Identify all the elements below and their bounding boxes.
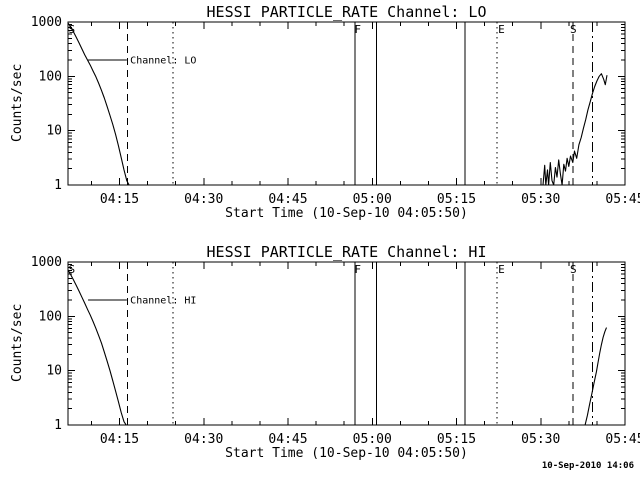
panel-hi-title: HESSI PARTICLE_RATE Channel: HI	[206, 243, 487, 261]
y-tick-label: 100	[39, 309, 62, 324]
flag-label: S	[570, 263, 577, 276]
flag-label: E	[498, 23, 505, 36]
x-tick-label: 05:15	[437, 192, 476, 207]
legend-label: Channel: HI	[130, 295, 196, 306]
creation-timestamp: 10-Sep-2010 14:06	[541, 461, 634, 471]
panel-lo-plot: 04:15 04:30 04:45 05:00 05:15 05:30 05:45 1 10 10…	[31, 15, 640, 207]
y-tick-label: 1	[54, 418, 62, 433]
x-tick-label: 04:15	[100, 432, 139, 447]
x-tick-label: 04:45	[268, 432, 307, 447]
plot-frame	[67, 21, 626, 186]
x-tick-label: 05:00	[353, 432, 392, 447]
panel-hi-plot: 04:15 04:30 04:45 05:00 05:15 05:30 05:45 1 10 10…	[31, 255, 640, 447]
x-tick-label: 05:30	[521, 432, 560, 447]
panel-lo-xlabel: Start Time (10-Sep-10 04:05:50)	[225, 206, 468, 221]
legend-label: Channel: LO	[130, 55, 196, 66]
y-tick-label: 10	[46, 364, 62, 379]
data-series	[68, 270, 608, 425]
axes	[67, 21, 626, 186]
flag-label: S	[68, 23, 75, 36]
x-tick-label: 05:00	[353, 192, 392, 207]
x-tick-label: 05:45	[605, 192, 640, 207]
series-rise	[542, 73, 608, 185]
flag-label: S	[570, 23, 577, 36]
data-series	[68, 22, 608, 185]
x-tick-label: 04:30	[184, 192, 223, 207]
series-decay	[68, 270, 127, 425]
series-rise	[584, 327, 608, 425]
x-tick-label: 04:15	[100, 192, 139, 207]
flag-label: S	[68, 263, 75, 276]
event-vlines	[126, 22, 593, 185]
legend: Channel: LO	[88, 55, 196, 66]
x-tick-label: 04:45	[268, 192, 307, 207]
y-tick-label: 10	[46, 124, 62, 139]
legend: Channel: HI	[88, 295, 196, 306]
tick-labels: 04:15 04:30 04:45 05:00 05:15 05:30 05:45 1 10 10…	[31, 255, 640, 447]
y-tick-label: 1000	[31, 255, 62, 270]
series-decay	[68, 22, 130, 185]
tick-labels: 04:15 04:30 04:45 05:00 05:15 05:30 05:45 1 10 10…	[31, 15, 640, 207]
y-tick-label: 100	[39, 69, 62, 84]
x-tick-label: 05:30	[521, 192, 560, 207]
panel-lo-title: HESSI PARTICLE_RATE Channel: LO	[206, 3, 487, 21]
flag-label: F	[354, 23, 361, 36]
panel-hi-xlabel: Start Time (10-Sep-10 04:05:50)	[225, 446, 468, 461]
event-vlines	[126, 262, 593, 425]
x-tick-label: 04:30	[184, 432, 223, 447]
x-tick-label: 05:45	[605, 432, 640, 447]
axes	[67, 261, 626, 426]
plot-frame	[67, 261, 626, 426]
x-tick-label: 05:15	[437, 432, 476, 447]
flag-label: F	[354, 263, 361, 276]
y-tick-label: 1000	[31, 15, 62, 30]
y-tick-label: 1	[54, 178, 62, 193]
flag-label: E	[498, 263, 505, 276]
